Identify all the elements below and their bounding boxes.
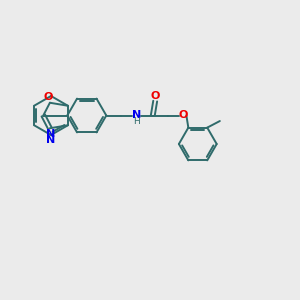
- Text: N: N: [46, 135, 56, 145]
- Text: N: N: [46, 129, 55, 139]
- Text: O: O: [44, 92, 53, 102]
- Text: O: O: [151, 91, 160, 101]
- Text: O: O: [179, 110, 188, 120]
- Text: N: N: [132, 110, 141, 120]
- Text: H: H: [133, 117, 140, 126]
